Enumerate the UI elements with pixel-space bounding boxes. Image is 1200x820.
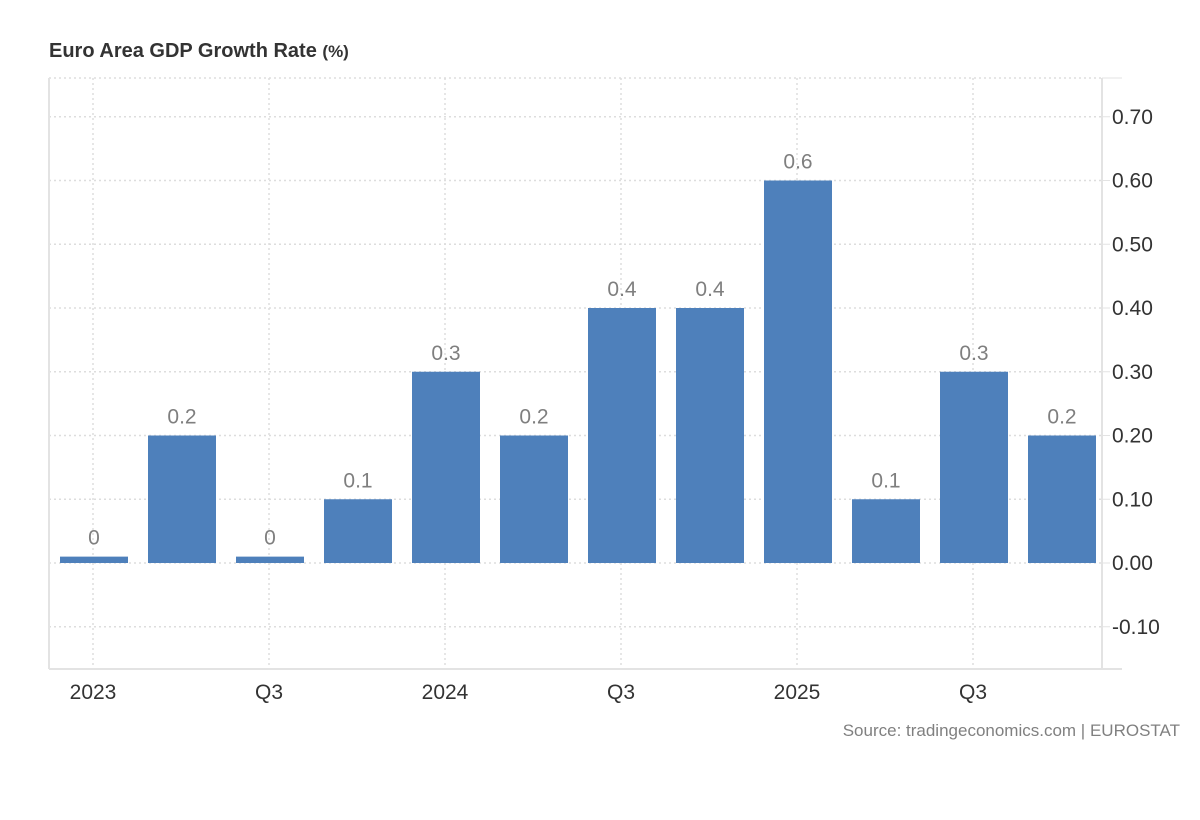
source-note: Source: tradingeconomics.com | EUROSTAT [842, 721, 1180, 740]
data-label: 0.1 [871, 469, 900, 492]
data-label: 0.4 [695, 278, 725, 301]
chart-title: Euro Area GDP Growth Rate (%) [49, 40, 349, 63]
y-tick-label: 0.20 [1112, 425, 1153, 448]
x-tick-label: Q3 [255, 681, 283, 704]
bar [236, 556, 304, 563]
data-label: 0.4 [607, 278, 637, 301]
data-label: 0 [264, 527, 276, 550]
y-tick-label: 0.50 [1112, 233, 1153, 256]
chart-title-unit: (%) [322, 42, 349, 61]
data-label: 0.3 [959, 342, 988, 365]
bar [60, 556, 128, 563]
axes [48, 77, 1122, 670]
bar [940, 371, 1008, 563]
y-tick-label: 0.30 [1112, 361, 1153, 384]
x-axis-ticks: 2023 Q3 2024 Q3 2025 Q3 [70, 681, 987, 704]
y-tick-label: 0.70 [1112, 106, 1153, 129]
bar [764, 180, 832, 563]
data-label: 0.3 [431, 342, 460, 365]
bar [1028, 435, 1096, 563]
bar [676, 308, 744, 563]
bar [412, 371, 480, 563]
y-axis-ticks: -0.10 0.00 0.10 0.20 0.30 0.40 0.50 0.60 0.70 [1102, 106, 1160, 639]
bar [148, 435, 216, 563]
chart-title-text: Euro Area GDP Growth Rate [49, 40, 317, 62]
bar [500, 435, 568, 563]
y-tick-label: -0.10 [1112, 616, 1160, 639]
data-labels: 0 0.2 0 0.1 0.3 0.2 0.4 0.4 0.6 0.1 0.3 0.2 [88, 151, 1076, 550]
x-tick-label: 2025 [774, 681, 821, 704]
data-label: 0.2 [167, 406, 196, 429]
x-tick-label: Q3 [607, 681, 635, 704]
data-label: 0.2 [1047, 406, 1076, 429]
bar [588, 308, 656, 563]
y-tick-label: 0.00 [1112, 552, 1153, 575]
bar [852, 499, 920, 563]
y-tick-label: 0.60 [1112, 170, 1153, 193]
data-label: 0.1 [343, 469, 372, 492]
y-tick-label: 0.10 [1112, 488, 1153, 511]
data-label: 0.2 [519, 406, 548, 429]
bar [324, 499, 392, 563]
y-tick-label: 0.40 [1112, 297, 1153, 320]
data-label: 0.6 [783, 151, 812, 174]
x-tick-label: 2024 [422, 681, 469, 704]
bars [60, 180, 1096, 563]
data-label: 0 [88, 527, 100, 550]
x-tick-label: 2023 [70, 681, 117, 704]
x-tick-label: Q3 [959, 681, 987, 704]
